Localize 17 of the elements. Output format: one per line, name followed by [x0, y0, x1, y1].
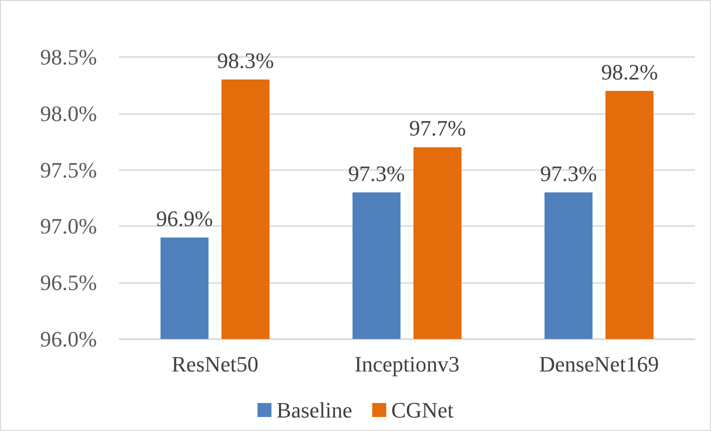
x-tick-label: ResNet50	[172, 352, 258, 376]
y-tick-label: 96.0%	[40, 326, 97, 352]
y-tick-label: 98.5%	[40, 44, 97, 70]
y-tick-label: 97.5%	[40, 157, 97, 182]
y-tick-label: 96.5%	[40, 270, 97, 296]
data-label: 97.3%	[348, 160, 405, 186]
data-label: 98.2%	[601, 59, 658, 84]
legend-label: Baseline	[276, 398, 352, 422]
legend-label: CGNet	[391, 398, 454, 422]
y-tick-label: 98.0%	[40, 100, 97, 126]
x-tick-label: Inceptionv3	[354, 352, 460, 376]
data-label: 97.3%	[540, 160, 597, 186]
y-tick-label: 97.0%	[40, 214, 97, 239]
data-label: 98.3%	[217, 48, 274, 74]
data-label: 97.7%	[409, 116, 466, 141]
x-tick-label: DenseNet169	[539, 352, 659, 376]
data-label: 96.9%	[156, 206, 213, 231]
